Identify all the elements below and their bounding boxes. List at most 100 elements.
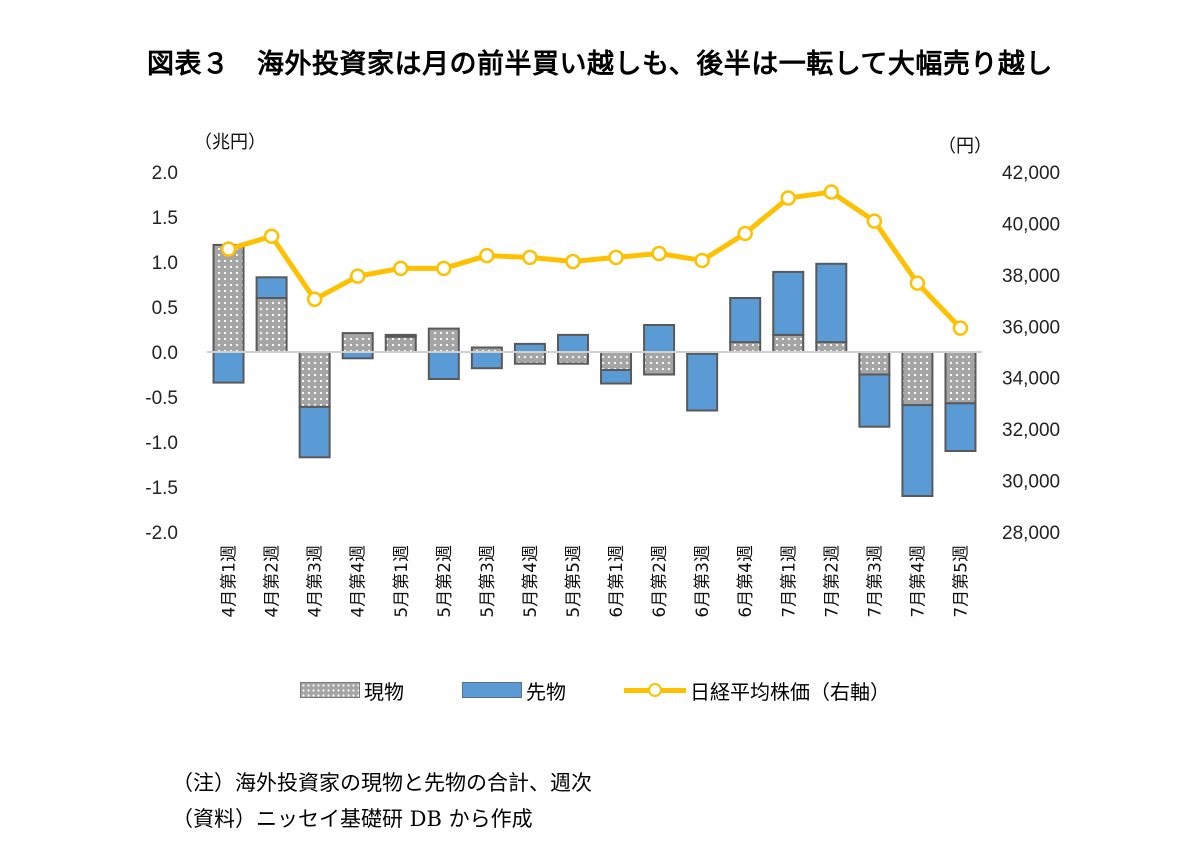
- bar-futures: [384, 333, 417, 338]
- bars: [212, 243, 977, 498]
- y2-tick-label: 40,000: [1002, 214, 1060, 235]
- nikkei-point: [866, 213, 883, 229]
- y2-tick-label: 36,000: [1002, 317, 1060, 338]
- x-tick-label: 6月第3週: [693, 545, 713, 618]
- x-tick-label: 6月第4週: [736, 545, 756, 618]
- bar-futures: [600, 369, 633, 385]
- x-tick-label: 6月第2週: [650, 545, 670, 618]
- bar-spot: [298, 351, 331, 408]
- y-tick-label: -1.5: [145, 478, 178, 499]
- futures-swatch-icon: [462, 682, 522, 698]
- bar-futures: [901, 404, 934, 498]
- y-axis-ticks: 2.0 1.5 1.0 0.5 0.0 -0.5 -1.0 -1.5 -2.0: [145, 163, 178, 544]
- x-tick-label: 7月第1週: [779, 545, 799, 618]
- nikkei-point: [651, 245, 667, 262]
- x-tick-label: 7月第4週: [908, 545, 928, 618]
- x-tick-label: 5月第1週: [392, 545, 412, 618]
- notes: （注）海外投資家の現物と先物の合計、週次 （資料）ニッセイ基礎研 DB から作成: [172, 765, 592, 837]
- x-tick-label: 4月第3週: [306, 545, 326, 618]
- bar-spot: [384, 335, 417, 354]
- nikkei-point: [780, 190, 796, 206]
- y-tick-label: 0.0: [152, 343, 178, 364]
- nikkei-point: [522, 249, 538, 266]
- bar-futures: [298, 405, 331, 459]
- y2-axis-ticks: 42,000 40,000 38,000 36,000 34,000 32,000 30,0…: [1002, 163, 1060, 544]
- bar-spot: [729, 341, 762, 354]
- nikkei-point: [479, 247, 495, 264]
- bar-futures: [729, 297, 762, 344]
- bar-spot: [944, 351, 977, 405]
- bar-futures: [427, 351, 460, 380]
- legend-item-futures: 先物: [462, 676, 566, 705]
- x-tick-label: 7月第2週: [822, 545, 842, 618]
- y-axis-unit: （兆円）: [194, 132, 266, 153]
- nikkei-line-series: [220, 184, 969, 336]
- y2-tick-label: 42,000: [1002, 163, 1060, 184]
- y2-tick-label: 32,000: [1002, 420, 1060, 441]
- nikkei-point: [263, 228, 280, 245]
- legend-item-spot: 現物: [300, 676, 404, 705]
- bar-futures: [255, 276, 288, 299]
- nikkei-point: [694, 252, 710, 269]
- x-tick-label: 7月第5週: [951, 545, 971, 618]
- bar-spot: [643, 351, 676, 376]
- x-tick-label: 5月第3週: [478, 545, 498, 618]
- legend-label-spot: 現物: [364, 679, 404, 704]
- y2-axis-unit: （円）: [938, 136, 992, 157]
- x-axis-labels: 4月第1週 4月第2週 4月第3週 4月第4週 5月第1週 5月第2週 5月第3週 5月第4週…: [220, 545, 972, 618]
- nikkei-point: [306, 291, 323, 308]
- bar-spot: [212, 243, 245, 353]
- bar-futures: [815, 262, 848, 344]
- nikkei-point: [909, 275, 926, 291]
- y-tick-label: -1.0: [145, 433, 178, 454]
- x-tick-label: 6月第1週: [607, 545, 627, 618]
- y-tick-label: 1.5: [152, 208, 178, 229]
- legend-item-nikkei: 日経平均株価（右軸）: [624, 676, 890, 705]
- nikkei-point: [349, 268, 366, 284]
- y2-tick-label: 30,000: [1002, 472, 1060, 493]
- bar-spot: [901, 351, 934, 407]
- bar-futures: [643, 324, 676, 353]
- x-tick-label: 5月第2週: [435, 545, 455, 618]
- nikkei-point: [220, 241, 237, 257]
- bar-spot: [600, 351, 633, 371]
- y-tick-label: -2.0: [145, 523, 178, 544]
- bar-futures: [513, 342, 546, 353]
- nikkei-point: [823, 184, 840, 200]
- legend: 現物 先物 日経平均株価（右軸）: [300, 675, 948, 705]
- note-text: （注）海外投資家の現物と先物の合計、週次: [172, 771, 592, 795]
- y2-tick-label: 38,000: [1002, 266, 1060, 287]
- x-tick-label: 4月第1週: [220, 545, 240, 618]
- x-tick-label: 5月第4週: [521, 545, 541, 618]
- x-tick-label: 4月第4週: [349, 545, 369, 618]
- legend-label-nikkei: 日経平均株価（右軸）: [690, 679, 890, 704]
- x-tick-label: 5月第5週: [564, 545, 584, 618]
- bar-futures: [858, 373, 891, 428]
- x-tick-label: 7月第3週: [865, 545, 885, 618]
- legend-label-futures: 先物: [526, 679, 566, 704]
- bar-spot: [341, 332, 374, 354]
- bar-futures: [212, 351, 245, 384]
- bar-spot: [556, 351, 589, 365]
- y-tick-label: 1.0: [152, 253, 178, 274]
- bar-spot: [427, 327, 460, 354]
- nikkei-point: [608, 249, 624, 266]
- bar-spot: [772, 333, 805, 353]
- bar-futures: [686, 352, 719, 412]
- y-tick-label: -0.5: [145, 388, 178, 409]
- chart: （兆円） （円） 2.0 1.5 1.0 0.5 0.0 -0.5 -1.0 -1.5 -2.0…: [145, 132, 1060, 618]
- nikkei-point: [393, 260, 409, 277]
- spot-swatch-icon: [300, 682, 360, 698]
- nikkei-line: [227, 189, 963, 330]
- y-tick-label: 2.0: [152, 163, 178, 184]
- bar-spot: [858, 351, 891, 376]
- bar-spot: [513, 351, 546, 365]
- bar-spot: [255, 297, 288, 353]
- chart-title: 図表３ 海外投資家は月の前半買い越しも、後半は一転して大幅売り越し: [147, 49, 1053, 80]
- y2-tick-label: 34,000: [1002, 369, 1060, 390]
- bar-futures: [944, 402, 977, 452]
- y-tick-label: 0.5: [152, 298, 178, 319]
- nikkei-point: [952, 320, 969, 336]
- bar-futures: [772, 270, 805, 336]
- line-marker-icon: [624, 683, 686, 697]
